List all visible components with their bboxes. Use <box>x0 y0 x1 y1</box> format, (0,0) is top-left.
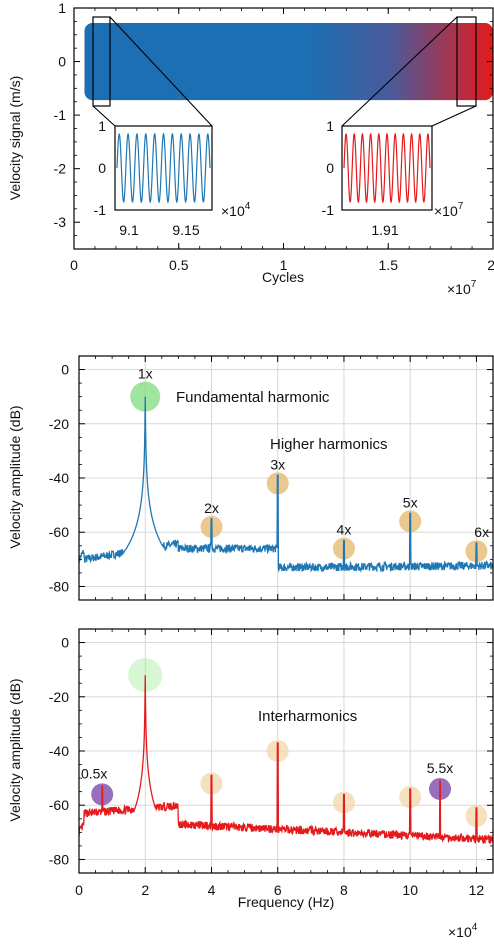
inset-end-ytick: 1 <box>326 118 334 134</box>
spectrum-1-grid <box>79 356 493 600</box>
inset-start-xtick: 9.15 <box>172 222 199 238</box>
spectrum-ytick-label: -40 <box>49 743 69 759</box>
inset-end-xtick: 1.91 <box>371 222 398 238</box>
spectrum-2-xlabel: Frequency (Hz) <box>238 894 334 910</box>
annotation-fundamental: Fundamental harmonic <box>176 389 330 406</box>
spectrum-xtick-label: 10 <box>402 882 418 898</box>
inset-start: 1 0 -1 9.1 9.15 ×104 <box>94 118 251 238</box>
spectrum-ytick-label: 0 <box>61 635 69 651</box>
spectrum-2-x-multiplier: ×104 <box>448 922 478 940</box>
inset-start-multiplier: ×104 <box>221 201 251 219</box>
peak-label: 4x <box>337 521 352 537</box>
time-xtick-label: 1.5 <box>379 257 399 273</box>
time-ytick-label: 1 <box>58 0 66 16</box>
time-ytick-label: -3 <box>54 214 67 230</box>
zoom-connector <box>341 16 458 127</box>
inset-start-ytick: -1 <box>94 202 107 218</box>
peak-label: 3x <box>270 456 285 472</box>
inset-start-waveform <box>116 132 211 204</box>
spectrum-xtick-label: 4 <box>208 882 216 898</box>
spectrum-2-series-line <box>78 675 494 845</box>
signal-band <box>84 22 493 101</box>
zoom-connector <box>431 105 477 127</box>
spectrum-xtick-label: 12 <box>469 882 485 898</box>
time-plot-ticks <box>73 7 494 249</box>
inset-start-ytick: 1 <box>98 118 106 134</box>
inset-end-waveform <box>343 132 431 204</box>
spectrum-ytick-label: -60 <box>49 524 69 540</box>
spectrum-ytick-label: 0 <box>61 362 69 378</box>
time-xtick-label: 2 <box>487 257 494 273</box>
zoom-connector <box>92 105 116 127</box>
time-ylabel: Velocity signal (m/s) <box>7 76 23 200</box>
spectrum-1-series-line <box>78 396 494 573</box>
spectrum-ytick-label: -40 <box>49 470 69 486</box>
time-xlabel: Cycles <box>262 269 304 285</box>
peak-label: 0.5x <box>81 765 107 781</box>
peak-label: 6x <box>474 524 489 540</box>
time-ytick-label: -1 <box>54 107 67 123</box>
peak-label: 5x <box>403 494 418 510</box>
spectrum-1-ylabel: Velocity amplitude (dB) <box>7 405 23 548</box>
spectrum-ytick-label: -20 <box>49 689 69 705</box>
inset-end: 1 0 -1 1.91 ×107 <box>322 118 464 238</box>
spectrum-ytick-label: -80 <box>49 578 69 594</box>
spectrum-2-ylabel: Velocity amplitude (dB) <box>7 678 23 821</box>
peak-label: 5.5x <box>427 760 453 776</box>
time-x-multiplier: ×107 <box>447 279 477 297</box>
time-ytick-label: 0 <box>58 54 66 70</box>
time-ytick-label: -2 <box>54 161 67 177</box>
spectrum-xtick-label: 0 <box>75 882 83 898</box>
inset-start-ytick: 0 <box>98 160 106 176</box>
time-xtick-label: 1 <box>280 257 288 273</box>
spectrum-ytick-label: -20 <box>49 416 69 432</box>
spectrum-xtick-label: 6 <box>274 882 282 898</box>
time-signal-panel: 1 0 -1 -2 -3 0 0.5 1 1.5 2 Velocity signal (m/s)… <box>7 0 494 297</box>
spectrum-panel-2: 0 -20 -40 -60 -80 0 2 4 6 8 10 12 0.5x 5.5x Velocit… <box>7 628 494 940</box>
annotation-higher-harmonics: Higher harmonics <box>270 436 388 453</box>
time-xtick-label: 0.5 <box>169 257 189 273</box>
spectrum-xtick-label: 8 <box>340 882 348 898</box>
inset-end-ytick: 0 <box>326 160 334 176</box>
inset-end-multiplier: ×107 <box>434 201 464 219</box>
inset-start-xtick: 9.1 <box>119 222 139 238</box>
zoom-connector <box>109 16 213 127</box>
inset-end-ytick: -1 <box>322 202 335 218</box>
spectrum-panel-1: 0 -20 -40 -60 -80 1x 2x 3x 4x 5x 6x Velocity ampl… <box>7 355 494 601</box>
spectrum-ytick-label: -80 <box>49 851 69 867</box>
peak-label: 2x <box>204 500 219 516</box>
zoom-box-start <box>92 16 111 107</box>
peak-label: 1x <box>138 366 153 382</box>
time-xtick-label: 0 <box>70 257 78 273</box>
spectrum-ytick-label: -60 <box>49 797 69 813</box>
spectrum-xtick-label: 2 <box>141 882 149 898</box>
zoom-box-end <box>456 16 477 107</box>
inset-start-frame <box>114 125 213 211</box>
annotation-interharmonics: Interharmonics <box>258 708 357 725</box>
